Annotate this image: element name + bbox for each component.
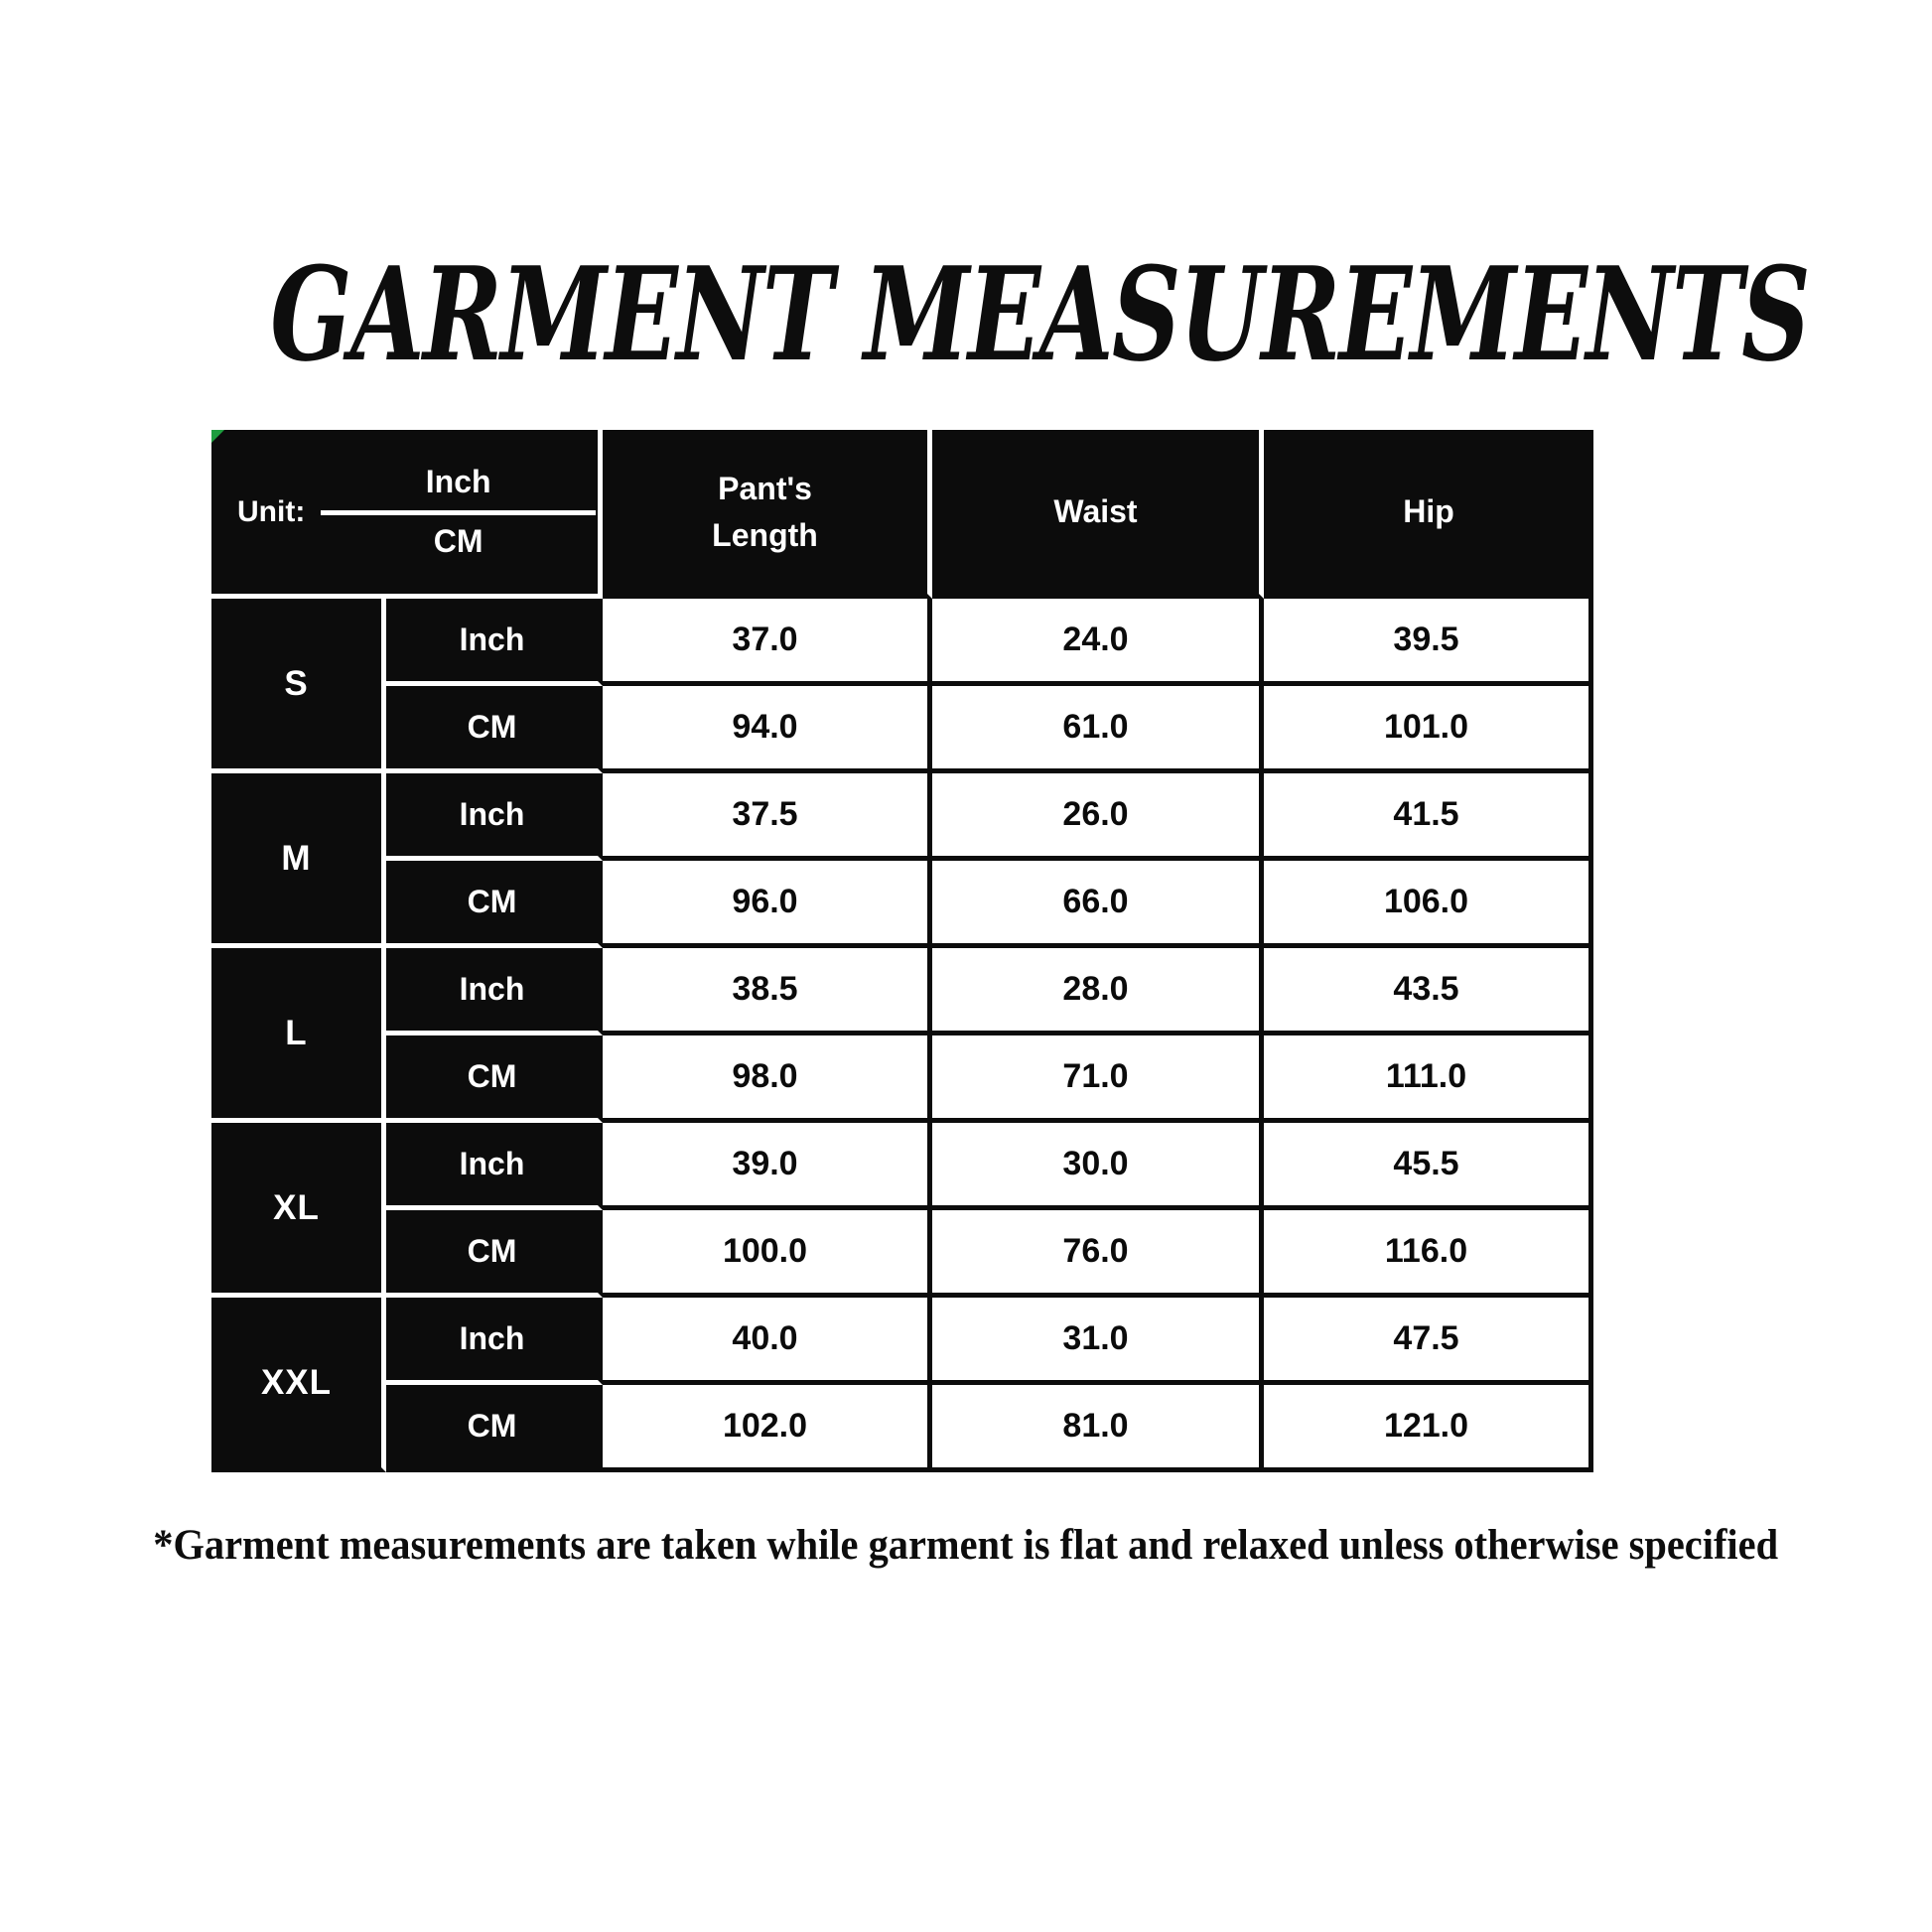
unit-cell: CM <box>386 861 603 948</box>
footnote: *Garment measurements are taken while ga… <box>0 1521 1932 1570</box>
header-hip: Hip <box>1264 430 1593 599</box>
measurement-cell: 30.0 <box>932 1123 1264 1210</box>
measurements-table: Unit: Inch CM Pant's Length Waist Hip S … <box>211 430 1593 1472</box>
measurement-cell: 37.0 <box>603 599 932 686</box>
unit-cell: Inch <box>386 773 603 861</box>
size-label-xxl: XXL <box>211 1298 386 1472</box>
unit-option-cm: CM <box>433 523 483 559</box>
unit-cell: CM <box>386 686 603 773</box>
measurement-cell: 41.5 <box>1264 773 1593 861</box>
footnote-text: *Garment measurements are taken while ga… <box>153 1522 1779 1569</box>
header-unit-cell: Unit: Inch CM <box>211 430 603 599</box>
measurement-cell: 31.0 <box>932 1298 1264 1385</box>
measurement-cell: 100.0 <box>603 1210 932 1298</box>
measurement-cell: 101.0 <box>1264 686 1593 773</box>
size-label-m: M <box>211 773 386 948</box>
measurement-cell: 71.0 <box>932 1035 1264 1123</box>
measurement-cell: 61.0 <box>932 686 1264 773</box>
size-label-l: L <box>211 948 386 1123</box>
measurement-cell: 116.0 <box>1264 1210 1593 1298</box>
unit-cell: Inch <box>386 948 603 1035</box>
unit-cell: Inch <box>386 1123 603 1210</box>
header-row: Unit: Inch CM Pant's Length Waist Hip <box>211 430 1593 599</box>
size-label-s: S <box>211 599 386 773</box>
measurement-cell: 66.0 <box>932 861 1264 948</box>
unit-options: Inch CM <box>321 464 596 560</box>
table-row: M Inch 37.5 26.0 41.5 <box>211 773 1593 948</box>
page-title-text: GARMENT MEASUREMENTS <box>270 238 1810 390</box>
measurement-cell: 111.0 <box>1264 1035 1593 1123</box>
table-row: XL Inch 39.0 30.0 45.5 <box>211 1123 1593 1298</box>
page-title: GARMENT MEASUREMENTS <box>0 250 1932 379</box>
measurement-cell: 102.0 <box>603 1385 932 1472</box>
unit-cell: CM <box>386 1210 603 1298</box>
measurement-cell: 37.5 <box>603 773 932 861</box>
excel-corner-marker <box>211 430 224 443</box>
measurement-cell: 39.0 <box>603 1123 932 1210</box>
unit-label: Unit: <box>237 494 306 528</box>
table-row: CM 100.0 76.0 116.0 <box>211 1210 1593 1298</box>
measurement-cell: 106.0 <box>1264 861 1593 948</box>
measurement-cell: 121.0 <box>1264 1385 1593 1472</box>
unit-cell: CM <box>386 1385 603 1472</box>
measurement-cell: 28.0 <box>932 948 1264 1035</box>
header-waist: Waist <box>932 430 1264 599</box>
measurement-cell: 94.0 <box>603 686 932 773</box>
measurement-cell: 45.5 <box>1264 1123 1593 1210</box>
measurement-cell: 81.0 <box>932 1385 1264 1472</box>
table-row: CM 98.0 71.0 111.0 <box>211 1035 1593 1123</box>
unit-cell: Inch <box>386 1298 603 1385</box>
table-row: CM 96.0 66.0 106.0 <box>211 861 1593 948</box>
measurement-cell: 43.5 <box>1264 948 1593 1035</box>
table-row: XXL Inch 40.0 31.0 47.5 <box>211 1298 1593 1472</box>
table-row: L Inch 38.5 28.0 43.5 <box>211 948 1593 1123</box>
unit-cell: CM <box>386 1035 603 1123</box>
unit-option-inch: Inch <box>321 464 596 515</box>
measurement-cell: 24.0 <box>932 599 1264 686</box>
measurement-cell: 76.0 <box>932 1210 1264 1298</box>
size-label-xl: XL <box>211 1123 386 1298</box>
table-row: CM 94.0 61.0 101.0 <box>211 686 1593 773</box>
measurement-cell: 26.0 <box>932 773 1264 861</box>
table-row: CM 102.0 81.0 121.0 <box>211 1385 1593 1472</box>
measurement-cell: 47.5 <box>1264 1298 1593 1385</box>
measurement-cell: 40.0 <box>603 1298 932 1385</box>
unit-cell: Inch <box>386 599 603 686</box>
measurement-cell: 96.0 <box>603 861 932 948</box>
table-row: S Inch 37.0 24.0 39.5 <box>211 599 1593 773</box>
header-pants-length: Pant's Length <box>603 430 932 599</box>
measurement-cell: 38.5 <box>603 948 932 1035</box>
measurement-cell: 39.5 <box>1264 599 1593 686</box>
measurement-cell: 98.0 <box>603 1035 932 1123</box>
unit-fraction: Unit: Inch CM <box>211 464 598 560</box>
